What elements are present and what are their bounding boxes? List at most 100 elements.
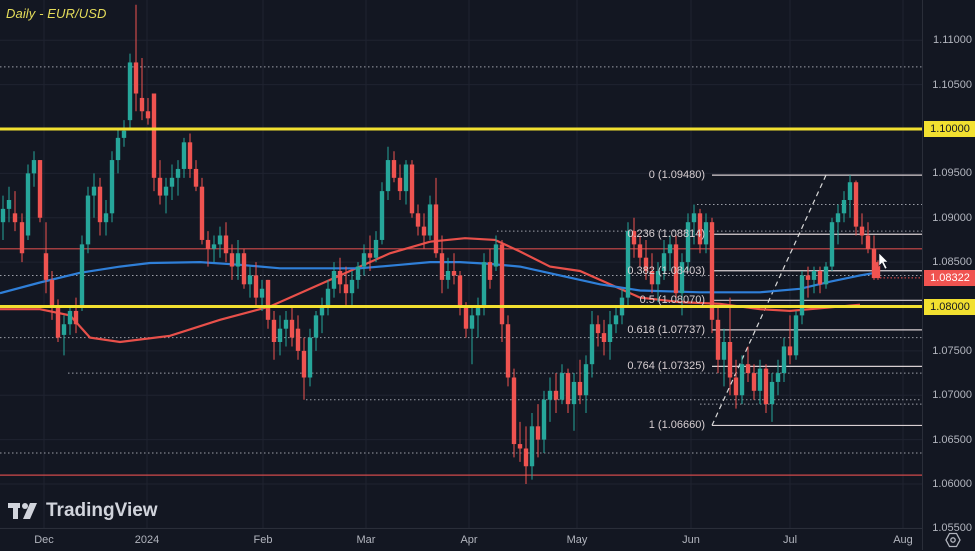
candle-body <box>787 346 793 356</box>
time-tick-label: Jun <box>682 534 700 546</box>
chart-title: Daily - EUR/USD <box>6 6 107 21</box>
candle-body <box>229 253 235 267</box>
price-axis[interactable]: 1.11000 1.10500 1.10000 1.09500 1.09000 1.085… <box>922 0 975 550</box>
candle-body <box>265 279 271 320</box>
candle-body <box>511 377 517 445</box>
tradingview-logo-text: TradingView <box>46 500 158 521</box>
settings-hexagon-icon[interactable] <box>945 532 961 548</box>
candle-body <box>493 244 499 267</box>
candle-body <box>529 426 535 467</box>
candle-body <box>181 142 187 169</box>
candle-body <box>613 315 619 325</box>
candle-body <box>871 248 877 279</box>
candle-body <box>115 137 121 161</box>
time-axis[interactable]: Dec 2024 Feb Mar Apr May Jun Jul Aug <box>0 528 922 551</box>
tradingview-logo: TradingView <box>8 500 158 522</box>
candle-body <box>445 271 451 280</box>
candle-body <box>875 262 881 279</box>
candle-body <box>391 160 397 178</box>
time-tick-label: Feb <box>253 534 273 546</box>
candle-body <box>697 213 703 245</box>
candle-body <box>55 306 61 338</box>
price-tick-label: 1.06000 <box>932 478 972 490</box>
time-tick-label: May <box>566 534 588 546</box>
candle-body <box>37 160 43 218</box>
candle-body <box>841 200 847 214</box>
candle-body <box>643 257 649 271</box>
candle-body <box>763 368 769 405</box>
candle-body <box>835 213 841 223</box>
candle-body <box>31 160 37 174</box>
candle-body <box>223 235 229 254</box>
candle-body <box>199 186 205 240</box>
candle-body <box>607 324 613 342</box>
candle-body <box>481 262 487 307</box>
candle-body <box>733 377 739 396</box>
candle-body <box>139 97 145 112</box>
candle-body <box>727 342 733 378</box>
candle-body <box>349 279 355 294</box>
candle-body <box>865 235 871 249</box>
candle-body <box>271 319 277 342</box>
candle-body <box>325 288 331 307</box>
candle-body <box>691 213 697 223</box>
candle-body <box>415 213 421 227</box>
candle-body <box>157 177 163 196</box>
candle-body <box>739 364 745 396</box>
candle-body <box>847 182 853 200</box>
mouse-pointer-icon <box>878 252 889 270</box>
candle-body <box>67 310 73 325</box>
time-tick-label: Jul <box>782 534 798 546</box>
candle-body <box>247 275 253 285</box>
candle-body <box>541 399 547 440</box>
candle-body <box>193 168 199 187</box>
candle-body <box>709 222 715 320</box>
candle-body <box>859 226 865 236</box>
time-tick-label: 2024 <box>134 534 160 546</box>
candle-body <box>175 168 181 178</box>
candle-body <box>523 448 529 467</box>
fib-label: 1 (1.06660) <box>648 419 705 432</box>
price-tick-label: 1.10500 <box>932 78 972 91</box>
candle-body <box>661 253 667 271</box>
candle-body <box>187 142 193 169</box>
candle-body <box>799 275 805 316</box>
moving-average-blue <box>0 260 876 295</box>
candle-body <box>295 328 301 351</box>
candle-body <box>451 271 457 276</box>
fib-label: 0.382 (1.08403) <box>627 264 705 277</box>
candle-body <box>499 244 505 325</box>
candle-body <box>589 324 595 365</box>
candle-body <box>73 310 79 325</box>
candle-body <box>775 373 781 382</box>
candle-body <box>103 213 109 223</box>
candle-body <box>79 244 85 307</box>
candle-body <box>403 164 409 192</box>
price-tick-label: 1.05500 <box>932 522 972 535</box>
candle-body <box>409 164 415 214</box>
candle-body <box>25 173 31 236</box>
candle-body <box>547 390 553 400</box>
price-tick-label: 1.09000 <box>932 211 972 224</box>
candle-body <box>457 275 463 307</box>
price-tick-label: 1.06500 <box>932 433 972 446</box>
candle-body <box>367 253 373 258</box>
fib-label: 0 (1.09480) <box>648 169 705 182</box>
candle-body <box>811 271 817 280</box>
fib-label: 0.764 (1.07325) <box>627 360 705 373</box>
candle-body <box>61 324 67 335</box>
level-price-tag: 1.10000 <box>924 121 975 137</box>
candle-body <box>211 244 217 249</box>
candle-body <box>469 315 475 329</box>
candle-body <box>721 342 727 360</box>
candle-body <box>127 62 133 121</box>
price-tick-label: 1.07000 <box>932 389 972 402</box>
candle-body <box>667 244 673 254</box>
candle-body <box>853 182 859 227</box>
time-tick-label: Apr <box>460 534 478 546</box>
candle-body <box>781 346 787 374</box>
candle-body <box>313 315 319 338</box>
candle-body <box>241 253 247 285</box>
